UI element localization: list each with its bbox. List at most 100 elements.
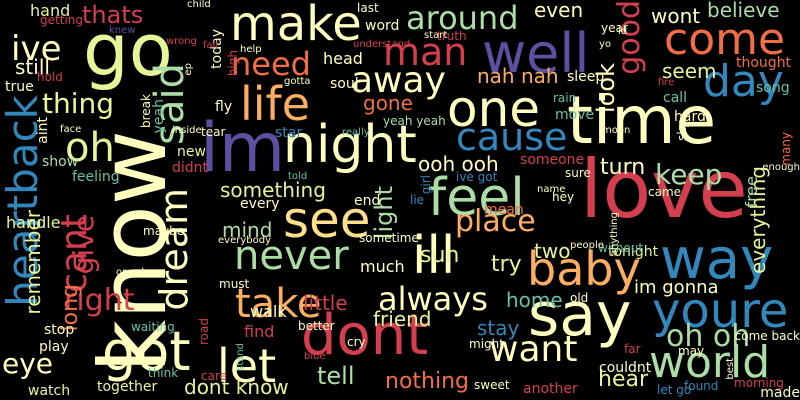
cloud-word: feel (428, 168, 525, 228)
cloud-word: world (649, 337, 771, 388)
cloud-word: fly (215, 99, 233, 115)
cloud-word: hold (37, 70, 63, 84)
cloud-word: come back (734, 329, 800, 343)
cloud-word: keep (655, 158, 723, 191)
cloud-word: oh oh (666, 319, 751, 354)
cloud-word: let (217, 339, 277, 393)
cloud-word: mind (222, 218, 273, 242)
cloud-word: aint (35, 117, 51, 144)
cloud-word: tear (201, 125, 226, 139)
cloud-word: way (660, 227, 774, 292)
cloud-word: cause (456, 115, 568, 159)
cloud-word: home (506, 288, 563, 312)
cloud-word: walk (250, 302, 287, 321)
cloud-word: last (357, 1, 379, 15)
cloud-word: help (240, 44, 262, 55)
cloud-word: tell (317, 362, 355, 390)
cloud-word: may (678, 344, 705, 358)
cloud-word: stand (235, 343, 246, 371)
cloud-word: care (201, 369, 228, 383)
cloud-word: life (240, 77, 311, 131)
cloud-word: hey (552, 190, 575, 204)
cloud-word: ive got (456, 170, 498, 184)
cloud-word: id (618, 26, 628, 37)
cloud-word: much (360, 257, 405, 276)
cloud-word: wrong (166, 36, 197, 47)
cloud-word: sun (420, 243, 460, 268)
cloud-word: sleep (567, 69, 605, 85)
cloud-word: truth (437, 29, 467, 43)
cloud-word: make (230, 0, 362, 52)
cloud-word: night (283, 115, 417, 175)
cloud-word: knew (109, 25, 136, 36)
cloud-word: move (555, 107, 595, 123)
cloud-word: fall (203, 40, 219, 51)
cloud-word: come (664, 14, 786, 65)
cloud-word: dont (301, 303, 429, 368)
cloud-word: always (378, 280, 488, 318)
cloud-word: new (177, 144, 206, 160)
cloud-word: want (489, 329, 578, 370)
cloud-word: around (406, 0, 519, 37)
cloud-word: soul (330, 76, 359, 92)
cloud-word: give (67, 215, 100, 275)
cloud-word: believe (707, 0, 780, 22)
cloud-word: might (469, 337, 504, 351)
cloud-word: understand (353, 39, 411, 50)
cloud-word: didnt (172, 160, 209, 176)
cloud-word: sweet (474, 378, 510, 392)
cloud-word: one day (116, 267, 157, 278)
cloud-word: enough (762, 162, 800, 173)
cloud-word: cry (347, 335, 366, 349)
cloud-word: nothing (385, 369, 469, 394)
cloud-word: nah nah (477, 64, 559, 88)
cloud-word: star (275, 125, 303, 141)
cloud-word: youre (652, 283, 789, 339)
cloud-word: without (598, 241, 644, 255)
cloud-word: even (534, 0, 584, 22)
cloud-word: oh (65, 125, 115, 171)
cloud-word: told (288, 171, 308, 182)
cloud-word: word (365, 18, 400, 34)
cloud-word: girl (419, 175, 433, 195)
cloud-word: true (5, 79, 34, 95)
cloud-word: im gonna (634, 277, 719, 298)
cloud-word: another (523, 381, 578, 397)
cloud-word: day (703, 56, 784, 107)
cloud-word: getting (40, 13, 83, 27)
cloud-word: ill (412, 226, 456, 286)
cloud-word: place (455, 204, 536, 239)
cloud-word: ive (11, 29, 62, 69)
cloud-word: child (187, 0, 211, 10)
cloud-word: year (601, 21, 628, 35)
cloud-word: stop (44, 322, 75, 338)
cloud-word: hear (598, 367, 649, 392)
cloud-word: far (624, 342, 641, 356)
cloud-word: stay (477, 316, 520, 340)
cloud-word: im (200, 109, 286, 188)
cloud-word: eye (2, 347, 54, 380)
cloud-word: let go (657, 383, 692, 397)
cloud-word: love (580, 143, 748, 236)
cloud-word: old (570, 291, 589, 305)
cloud-word: every (240, 196, 280, 212)
cloud-word: hard (674, 109, 706, 125)
cloud-word: find (244, 322, 275, 341)
cloud-word: free (742, 176, 761, 208)
cloud-word: waiting (131, 320, 175, 334)
cloud-word: thing (42, 87, 115, 120)
cloud-word: end (354, 193, 381, 209)
cloud-word: someone (520, 152, 585, 168)
cloud-word: made (760, 385, 800, 400)
cloud-word: something (220, 178, 326, 202)
cloud-word: wont (651, 4, 701, 28)
cloud-word: couldnt (599, 360, 652, 376)
cloud-word: ep (183, 63, 194, 76)
cloud-word: take (235, 281, 322, 327)
cloud-word: face (60, 124, 82, 135)
cloud-word: maybe (143, 224, 185, 238)
cloud-word: man (383, 30, 468, 74)
cloud-word: thought (736, 55, 792, 71)
cloud-word: still (15, 55, 50, 79)
